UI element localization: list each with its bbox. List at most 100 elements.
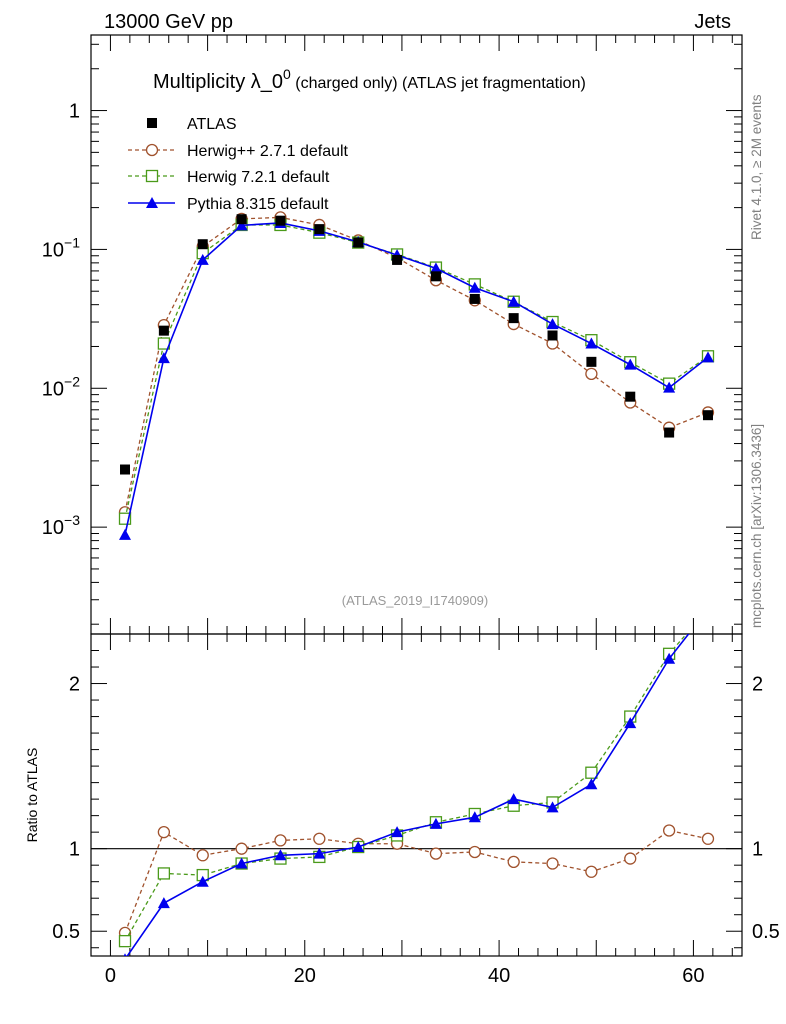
main-atlas-point	[586, 356, 597, 367]
ratio-herwigpp-point	[468, 845, 481, 859]
ratio-pythia-point	[663, 652, 676, 664]
legend-entry-herwigpp: Herwig++ 2.7.1 default	[128, 143, 349, 160]
energy-label: 13000 GeV pp	[104, 11, 233, 33]
analysis-id-label: (ATLAS_2019_I1740909)	[342, 593, 488, 608]
ratio-pythia-point	[235, 857, 248, 869]
main-atlas-point	[508, 313, 519, 324]
main-atlas-point	[158, 325, 169, 336]
legend-marker-herwigpp	[145, 143, 159, 157]
y-tick-label-base: 10	[42, 378, 64, 400]
ratio-pythia-point	[702, 603, 714, 614]
ratio-herwigpp-point	[507, 855, 520, 869]
ratio-y-tick-label-right: 1	[752, 839, 763, 861]
rivet-version-label: Rivet 4.1.0, ≥ 2M events	[749, 94, 764, 240]
main-series-layer	[118, 211, 715, 540]
jets-label: Jets	[694, 11, 731, 33]
legend-label-herwig7: Herwig 7.2.1 default	[187, 169, 330, 186]
legend-entry-pythia: Pythia 8.315 default	[128, 196, 329, 213]
main-atlas-point	[664, 427, 675, 438]
main-pythia-point	[585, 337, 598, 349]
legend-entry-atlas: ATLAS	[147, 116, 237, 133]
main-pythia-point	[624, 358, 637, 370]
y-tick-label: 10−2	[42, 373, 80, 400]
ratio-y-tick-label: 1	[69, 839, 80, 861]
ratio-herwigpp-point	[624, 852, 637, 865]
main-herwigpp-line	[124, 216, 709, 513]
main-pythia-point	[196, 253, 209, 265]
ratio-series-layer	[118, 603, 715, 956]
ratio-pythia-point	[507, 793, 520, 805]
main-atlas-point	[353, 237, 364, 248]
main-pythia-point	[701, 351, 714, 363]
y-tick-label-exponent: −1	[64, 234, 80, 250]
legend-label-atlas: ATLAS	[187, 116, 237, 133]
ratio-plot-frame	[90, 633, 743, 957]
y-tick-label-exponent: −3	[64, 512, 80, 528]
legend: ATLAS Herwig++ 2.7.1 default Herwig 7.2.…	[128, 116, 349, 213]
ratio-pythia-point	[196, 875, 209, 887]
legend-label-herwigpp: Herwig++ 2.7.1 default	[187, 143, 349, 160]
main-pythia-point	[663, 381, 676, 393]
ratio-herwigpp-point	[313, 832, 326, 845]
ratio-y-tick-label: 0.5	[52, 921, 80, 943]
main-pythia-point	[468, 281, 481, 293]
x-tick-label: 40	[488, 965, 510, 987]
ratio-herwigpp-point	[701, 832, 715, 845]
main-atlas-point	[392, 254, 403, 265]
main-pythia-point	[546, 318, 559, 330]
ratio-pythia-point	[468, 811, 481, 823]
x-tick-label: 20	[294, 965, 316, 987]
ratio-pythia-point	[429, 817, 442, 829]
ratio-pythia-point	[123, 953, 127, 956]
main-atlas-point	[197, 239, 208, 250]
main-atlas-point	[236, 214, 247, 225]
legend-marker-pythia	[146, 197, 158, 208]
main-atlas-point	[547, 330, 558, 341]
x-tick-label: 0	[105, 965, 116, 987]
ratio-herwigpp-line	[124, 829, 709, 934]
main-pythia-point	[119, 528, 132, 540]
ratio-pythia-point	[585, 778, 598, 790]
ratio-herwigpp-point	[585, 865, 598, 878]
legend-label-pythia: Pythia 8.315 default	[187, 196, 329, 213]
ratio-y-tick-label: 2	[69, 674, 80, 696]
main-atlas-point	[625, 391, 636, 402]
y-tick-label-exponent: −2	[64, 373, 80, 389]
ratio-herwig7-point	[157, 867, 171, 880]
y-tick-label-base: 10	[42, 239, 64, 261]
ratio-herwigpp-point	[546, 857, 559, 870]
y-tick-label: 10−3	[42, 512, 80, 539]
ratio-herwigpp-point	[157, 826, 171, 839]
ratio-herwig7-point	[118, 934, 132, 948]
main-axis-ticks: 10−310−210−11	[42, 35, 742, 634]
ratio-pythia-point	[391, 826, 404, 838]
ratio-axis-ticks: 0 20 40 60 0.5 0.5 1 1 2 2	[52, 633, 780, 987]
y-tick-label-base: 10	[42, 517, 64, 539]
main-herwig7-point	[118, 512, 132, 525]
main-pythia-point	[507, 295, 520, 307]
y-tick-label: 10−1	[42, 234, 80, 261]
ratio-axis-label: Ratio to ATLAS	[24, 748, 40, 843]
main-atlas-point	[430, 271, 441, 282]
ratio-herwigpp-point	[196, 849, 209, 862]
main-atlas-point	[120, 464, 131, 475]
ratio-herwigpp-point	[235, 842, 248, 855]
main-pythia-point	[429, 262, 442, 274]
y-tick-label: 1	[69, 101, 80, 123]
main-atlas-point	[275, 215, 286, 226]
ratio-pythia-point	[352, 841, 365, 853]
ratio-herwig7-point	[702, 604, 713, 615]
ratio-herwig7-line	[124, 634, 688, 942]
main-herwigpp-point	[585, 367, 598, 381]
ratio-herwigpp-point	[429, 847, 443, 860]
ratio-pythia-line	[126, 634, 690, 956]
main-atlas-point	[702, 410, 713, 421]
legend-marker-atlas	[147, 118, 157, 128]
main-pythia-point	[157, 352, 170, 364]
ratio-y-tick-label-right: 2	[752, 674, 763, 696]
ratio-herwigpp-point	[662, 824, 676, 837]
main-pythia-point	[235, 219, 248, 231]
legend-entry-herwig7: Herwig 7.2.1 default	[128, 169, 330, 186]
main-pythia-line	[124, 222, 709, 536]
x-tick-label: 60	[682, 965, 704, 987]
